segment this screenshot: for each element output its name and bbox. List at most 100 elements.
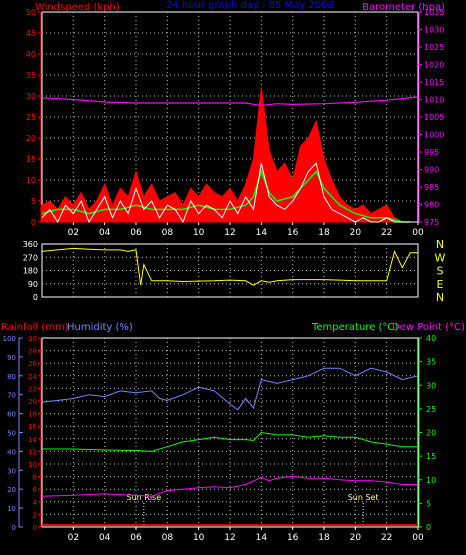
wind-x-tick-label: 20	[350, 228, 362, 238]
chart-title: 24 hour graph day : 05 May 2008	[166, 0, 334, 11]
wind-x-tick-label: 02	[68, 228, 79, 238]
barometer-line	[41, 96, 419, 107]
compass-label: S	[437, 265, 444, 278]
direction-y-tick-label: 90	[28, 280, 38, 289]
temp-x-tick-label: 04	[99, 533, 111, 543]
barometer-y-tick-label: 980	[424, 201, 439, 210]
wind-x-tick-label: 10	[193, 228, 205, 238]
direction-y-tick-label: 0	[33, 293, 38, 302]
temperature-y-tick-label: 30	[426, 381, 436, 390]
wind-direction-line	[41, 247, 418, 286]
wind-x-tick-label: 08	[162, 228, 174, 238]
dewpoint-axis-title: Dew Point (°C)	[392, 322, 465, 333]
wind-x-tick-label: 16	[287, 228, 299, 238]
humidity-y-tick-label: 30	[7, 467, 16, 475]
wind-x-tick-label: 22	[381, 228, 392, 238]
temp-x-tick-label: 20	[350, 533, 362, 543]
wind-x-tick-label: 06	[130, 228, 142, 238]
temperature-y-tick-label: 5	[426, 499, 431, 508]
rainfall-y-tick-label: 18	[28, 411, 37, 419]
temperature-y-tick-label: 20	[426, 429, 436, 438]
barometer-y-tick-label: 1015	[424, 78, 444, 87]
rainfall-y-tick-label: 6	[33, 486, 38, 494]
temp-x-tick-label: 06	[130, 533, 142, 543]
temp-x-tick-label: 08	[162, 533, 174, 543]
windspeed-y-tick-label: 10	[26, 176, 36, 185]
barometer-y-tick-label: 990	[424, 166, 439, 175]
humidity-y-tick-label: 20	[7, 486, 16, 494]
compass-label: E	[437, 278, 444, 291]
windspeed-axis-title: Windspeed (kph)	[35, 2, 120, 13]
temp-x-tick-label: 16	[287, 533, 299, 543]
windspeed-y-tick-label: 40	[26, 50, 36, 59]
windspeed-y-tick-label: 0	[31, 218, 36, 227]
rainfall-y-tick-label: 20	[28, 398, 37, 406]
rainfall-y-tick-label: 14	[28, 436, 37, 444]
rainfall-axis-title: Rainfall (mm)	[1, 322, 69, 333]
wind-x-tick-label: 00	[412, 228, 424, 238]
direction-y-tick-label: 180	[23, 267, 38, 276]
wind-x-tick-label: 12	[224, 228, 235, 238]
windspeed-y-tick-label: 5	[31, 197, 36, 206]
temperature-y-tick-label: 40	[426, 334, 436, 343]
direction-y-tick-label: 270	[23, 253, 38, 262]
rainfall-y-tick-label: 0	[33, 524, 37, 532]
humidity-y-tick-label: 100	[3, 335, 16, 343]
humidity-y-tick-label: 90	[7, 354, 16, 362]
rainfall-y-tick-label: 2	[33, 511, 37, 519]
barometer-y-tick-label: 1025	[424, 43, 444, 52]
barometer-y-tick-label: 1010	[424, 96, 444, 105]
humidity-y-tick-label: 60	[7, 411, 16, 419]
temperature-y-tick-label: 15	[426, 452, 436, 461]
temperature-y-tick-label: 10	[426, 476, 436, 485]
barometer-axis-title: Barometer (hpa)	[362, 2, 445, 13]
barometer-y-tick-label: 1005	[424, 113, 444, 122]
temp-x-tick-label: 12	[224, 533, 235, 543]
barometer-y-tick-label: 1000	[424, 131, 444, 140]
temperature-axis-title: Temperature (°C)	[311, 322, 398, 333]
barometer-y-tick-label: 975	[424, 218, 439, 227]
rainfall-y-tick-label: 10	[28, 461, 37, 469]
barometer-y-tick-label: 995	[424, 148, 439, 157]
rainfall-y-tick-label: 4	[33, 499, 38, 507]
humidity-y-tick-label: 10	[7, 505, 16, 513]
sun-event-label: Sun Rise	[127, 493, 162, 502]
humidity-y-tick-label: 50	[7, 430, 16, 438]
temperature-y-tick-label: 35	[426, 358, 436, 367]
wind-average-line	[41, 169, 411, 223]
barometer-y-tick-label: 1020	[424, 61, 444, 70]
temperature-line	[42, 431, 418, 452]
wind-speed-line	[41, 162, 411, 224]
temp-x-tick-label: 14	[256, 533, 268, 543]
humidity-y-tick-label: 40	[7, 448, 16, 456]
wind-x-tick-label: 04	[99, 228, 111, 238]
humidity-y-tick-label: 70	[7, 392, 16, 400]
windspeed-y-tick-label: 20	[26, 134, 36, 143]
temp-x-tick-label: 02	[68, 533, 79, 543]
windspeed-y-tick-label: 50	[26, 8, 36, 17]
barometer-y-tick-label: 1030	[424, 26, 444, 35]
windspeed-y-tick-label: 15	[26, 155, 36, 164]
rainfall-y-tick-label: 28	[28, 348, 37, 356]
windspeed-y-tick-label: 25	[26, 113, 36, 122]
wind-x-tick-label: 18	[318, 228, 330, 238]
rainfall-y-tick-label: 12	[28, 448, 37, 456]
rainfall-y-tick-label: 22	[28, 385, 37, 393]
windspeed-y-tick-label: 35	[26, 71, 36, 80]
humidity-axis-title: Humidity (%)	[67, 322, 133, 333]
rainfall-y-tick-label: 24	[28, 373, 37, 381]
barometer-y-tick-label: 1035	[424, 8, 444, 17]
temp-x-tick-label: 00	[412, 533, 424, 543]
wind-gust-area	[41, 87, 411, 223]
windspeed-y-tick-label: 45	[26, 29, 36, 38]
compass-label: W	[435, 251, 446, 264]
dewpoint-line	[41, 475, 418, 497]
rainfall-y-tick-label: 16	[28, 423, 37, 431]
wind-x-tick-label: 14	[256, 228, 268, 238]
temp-x-tick-label: 22	[381, 533, 392, 543]
compass-label: N	[436, 291, 444, 304]
temperature-y-tick-label: 25	[426, 405, 436, 414]
rainfall-y-tick-label: 8	[33, 474, 37, 482]
temperature-y-tick-label: 0	[426, 523, 431, 532]
